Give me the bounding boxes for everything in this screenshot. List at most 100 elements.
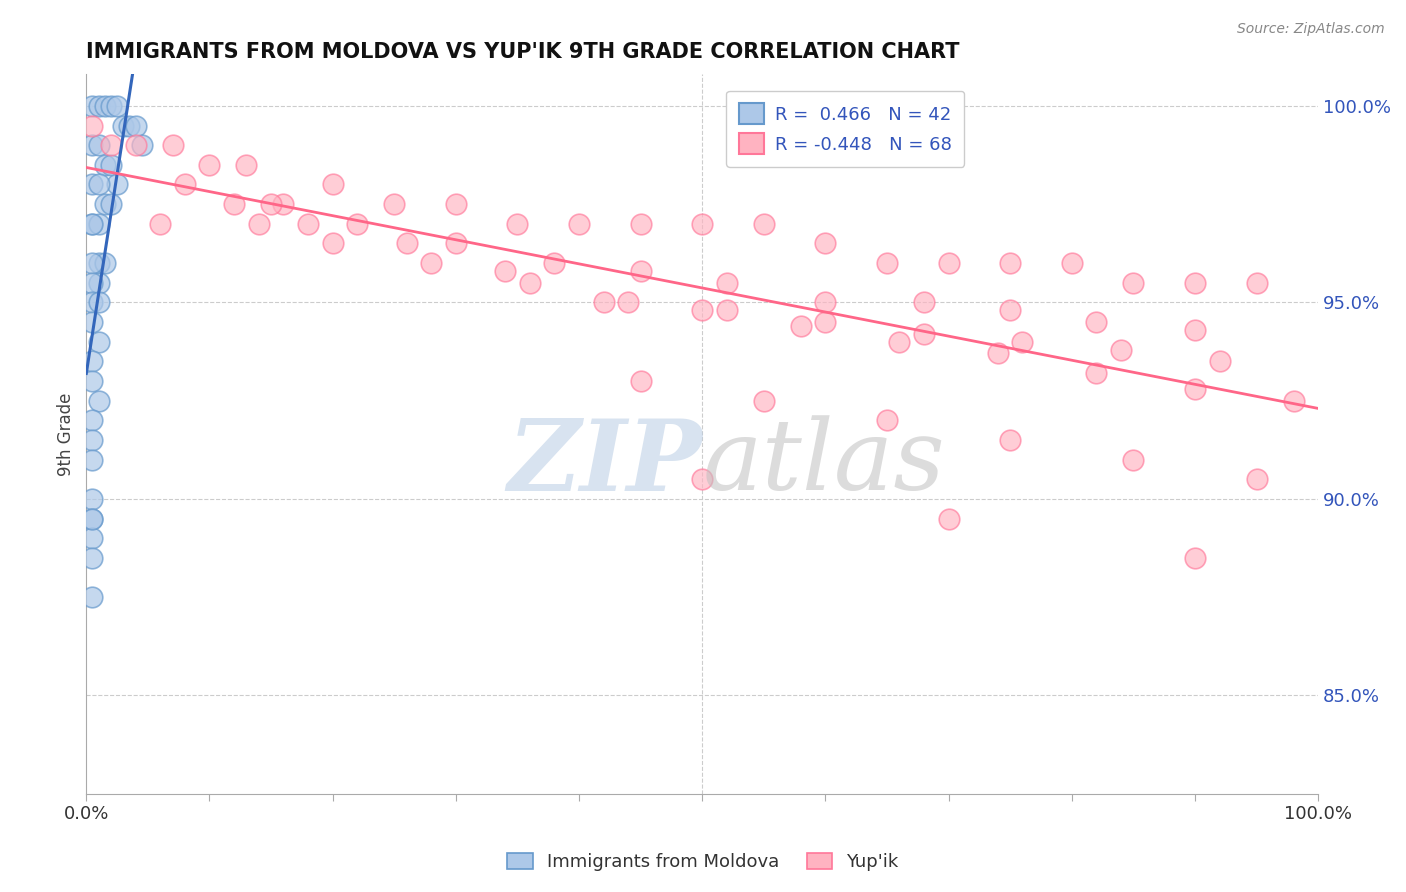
- Point: [1011, 334, 1033, 349]
- Point: [617, 295, 640, 310]
- Point: [690, 472, 713, 486]
- Point: [494, 264, 516, 278]
- Point: [1109, 343, 1132, 357]
- Point: [273, 197, 295, 211]
- Point: [1184, 382, 1206, 396]
- Point: [543, 256, 565, 270]
- Point: [630, 264, 652, 278]
- Point: [82, 138, 104, 153]
- Text: Source: ZipAtlas.com: Source: ZipAtlas.com: [1237, 22, 1385, 37]
- Point: [82, 511, 104, 525]
- Point: [1246, 472, 1268, 486]
- Point: [395, 236, 418, 251]
- Point: [998, 256, 1021, 270]
- Point: [87, 256, 110, 270]
- Point: [998, 303, 1021, 318]
- Point: [1184, 323, 1206, 337]
- Point: [790, 318, 813, 333]
- Point: [82, 256, 104, 270]
- Point: [131, 138, 153, 153]
- Point: [87, 178, 110, 192]
- Legend: R =  0.466   N = 42, R = -0.448   N = 68: R = 0.466 N = 42, R = -0.448 N = 68: [725, 91, 965, 167]
- Point: [889, 334, 911, 349]
- Point: [506, 217, 529, 231]
- Point: [112, 119, 135, 133]
- Point: [876, 413, 898, 427]
- Point: [322, 236, 344, 251]
- Point: [1282, 393, 1305, 408]
- Point: [87, 393, 110, 408]
- Point: [198, 158, 221, 172]
- Legend: Immigrants from Moldova, Yup'ik: Immigrants from Moldova, Yup'ik: [501, 846, 905, 879]
- Point: [87, 334, 110, 349]
- Point: [912, 295, 935, 310]
- Point: [752, 217, 775, 231]
- Point: [87, 276, 110, 290]
- Point: [814, 236, 837, 251]
- Point: [82, 99, 104, 113]
- Point: [82, 433, 104, 447]
- Point: [82, 354, 104, 368]
- Point: [1060, 256, 1083, 270]
- Point: [752, 393, 775, 408]
- Point: [987, 346, 1010, 360]
- Point: [690, 303, 713, 318]
- Point: [100, 99, 122, 113]
- Point: [1246, 276, 1268, 290]
- Point: [1184, 276, 1206, 290]
- Point: [100, 138, 122, 153]
- Point: [162, 138, 184, 153]
- Point: [82, 511, 104, 525]
- Point: [149, 217, 172, 231]
- Point: [105, 99, 128, 113]
- Point: [82, 178, 104, 192]
- Point: [82, 491, 104, 506]
- Point: [82, 452, 104, 467]
- Point: [82, 315, 104, 329]
- Point: [87, 217, 110, 231]
- Point: [94, 99, 117, 113]
- Point: [82, 119, 104, 133]
- Point: [382, 197, 405, 211]
- Point: [912, 326, 935, 341]
- Point: [1085, 366, 1108, 380]
- Point: [716, 276, 738, 290]
- Point: [716, 303, 738, 318]
- Point: [1085, 315, 1108, 329]
- Point: [420, 256, 443, 270]
- Point: [82, 217, 104, 231]
- Point: [519, 276, 541, 290]
- Point: [297, 217, 319, 231]
- Point: [876, 256, 898, 270]
- Point: [118, 119, 141, 133]
- Point: [94, 158, 117, 172]
- Point: [260, 197, 283, 211]
- Point: [105, 178, 128, 192]
- Point: [1184, 550, 1206, 565]
- Point: [630, 374, 652, 388]
- Point: [82, 531, 104, 545]
- Point: [87, 295, 110, 310]
- Point: [82, 374, 104, 388]
- Text: atlas: atlas: [702, 415, 945, 510]
- Point: [87, 99, 110, 113]
- Point: [630, 217, 652, 231]
- Point: [444, 236, 467, 251]
- Point: [1122, 452, 1144, 467]
- Point: [82, 550, 104, 565]
- Point: [690, 217, 713, 231]
- Point: [998, 433, 1021, 447]
- Point: [100, 197, 122, 211]
- Point: [247, 217, 270, 231]
- Point: [224, 197, 246, 211]
- Point: [1122, 276, 1144, 290]
- Point: [235, 158, 257, 172]
- Y-axis label: 9th Grade: 9th Grade: [58, 392, 75, 475]
- Point: [938, 256, 960, 270]
- Point: [82, 217, 104, 231]
- Point: [82, 413, 104, 427]
- Point: [87, 138, 110, 153]
- Text: ZIP: ZIP: [508, 415, 702, 511]
- Point: [346, 217, 368, 231]
- Point: [814, 295, 837, 310]
